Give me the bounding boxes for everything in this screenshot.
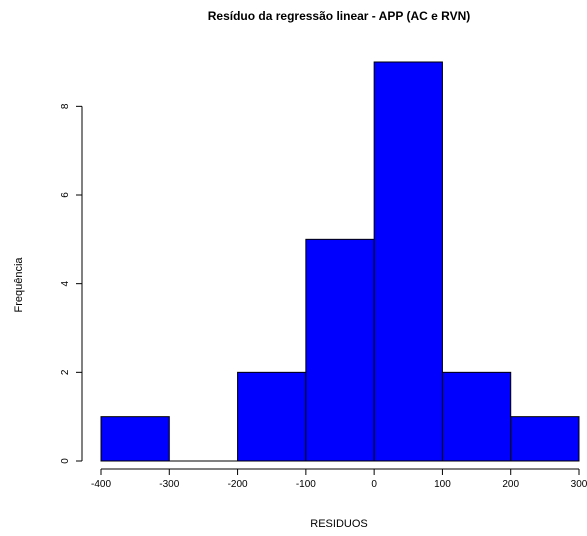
y-tick-label: 4 — [60, 280, 71, 286]
histogram-bar — [510, 416, 580, 462]
y-tick-label: 6 — [60, 192, 71, 198]
y-tick-label: 0 — [60, 458, 71, 464]
x-tick-label: -200 — [228, 479, 248, 490]
histogram-bar — [237, 371, 307, 462]
x-tick-label: 300 — [571, 479, 587, 490]
x-tick-label: -400 — [91, 479, 111, 490]
x-tick-label: -300 — [159, 479, 179, 490]
y-tick-label: 2 — [60, 369, 71, 375]
x-tick-label: 0 — [371, 479, 377, 490]
x-tick-label: 100 — [434, 479, 451, 490]
y-axis-label: Frequência — [13, 257, 25, 313]
histogram-bar — [373, 61, 443, 462]
y-axis: 0 2 4 6 8 — [60, 103, 83, 464]
x-axis-label: RESIDUOS — [310, 518, 367, 530]
histogram-bar — [441, 371, 512, 462]
x-tick-label: -100 — [296, 479, 316, 490]
x-tick-label: 200 — [502, 479, 519, 490]
chart-title: Resíduo da regressão linear - APP (AC e … — [208, 9, 471, 23]
x-axis: -400 -300 -200 -100 0 100 200 300 — [91, 468, 587, 490]
bars-group — [100, 61, 580, 462]
histogram-bar — [305, 238, 375, 462]
histogram-bar — [100, 416, 170, 462]
y-tick-label: 8 — [60, 103, 71, 109]
